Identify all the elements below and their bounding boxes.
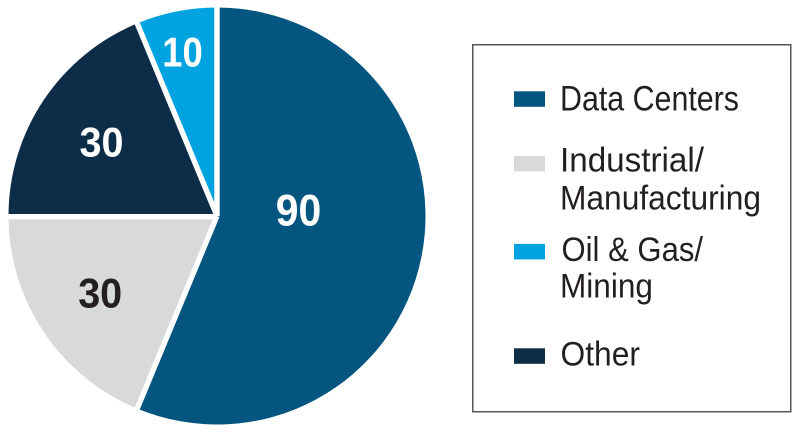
svg-text:10: 10 bbox=[162, 29, 203, 76]
svg-text:Manufacturing: Manufacturing bbox=[560, 180, 761, 218]
svg-text:90: 90 bbox=[276, 186, 322, 235]
svg-text:Oil & Gas/: Oil & Gas/ bbox=[562, 231, 704, 269]
svg-text:Mining: Mining bbox=[560, 268, 653, 306]
svg-text:30: 30 bbox=[78, 270, 122, 317]
svg-text:Other: Other bbox=[561, 336, 641, 374]
svg-text:Industrial/: Industrial/ bbox=[560, 142, 705, 180]
svg-text:30: 30 bbox=[80, 119, 124, 166]
svg-text:Data Centers: Data Centers bbox=[560, 80, 739, 119]
